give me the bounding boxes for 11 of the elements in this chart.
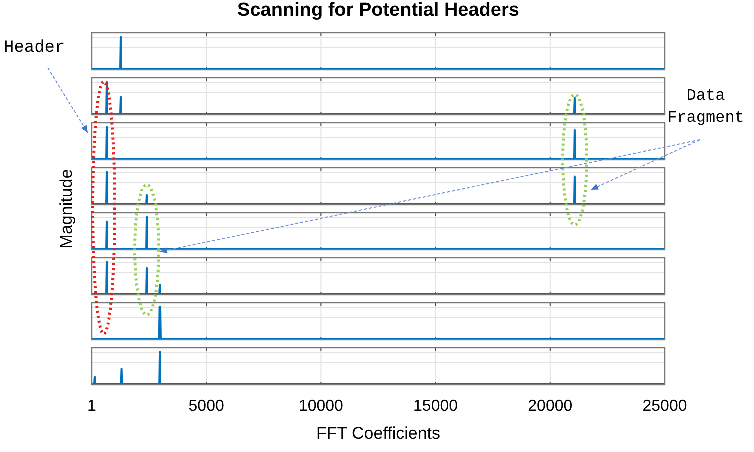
x-tick-label: 5000 [188,398,224,415]
text: Data Fragment [668,87,744,127]
y-axis-title: Magnitude [57,169,76,249]
x-tick-label: 20000 [528,398,573,415]
x-tick-label: 10000 [298,398,344,415]
chart-title: Scanning for Potential Headers [238,0,520,21]
x-tick-label: 15000 [414,398,458,415]
x-axis-title: FFT Coefficients [316,424,441,443]
x-tick-label: 25000 [642,398,688,415]
x-tick-label: 1 [88,398,97,415]
text: Header [4,39,66,58]
